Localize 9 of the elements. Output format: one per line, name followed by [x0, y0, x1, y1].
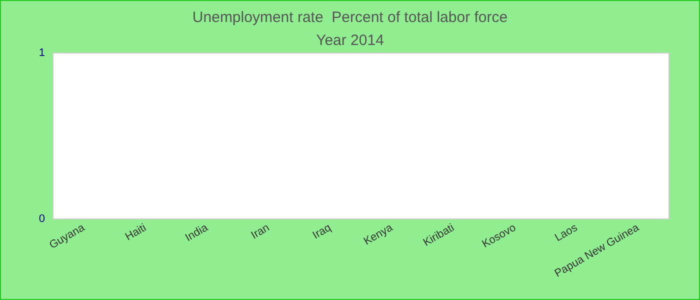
x-tick-label: Iraq [310, 222, 334, 242]
x-tick-label: Laos [552, 222, 580, 244]
x-tick-label: India [183, 221, 211, 244]
y-tick-label: 0 [38, 213, 45, 225]
x-tick-label: Haiti [123, 222, 148, 244]
chart-title: Unemployment rate Percent of total labor force [192, 9, 508, 26]
chart-subtitle: Year 2014 [316, 32, 384, 49]
x-tick-label: Iran [249, 222, 272, 242]
y-tick-label: 1 [38, 47, 45, 59]
